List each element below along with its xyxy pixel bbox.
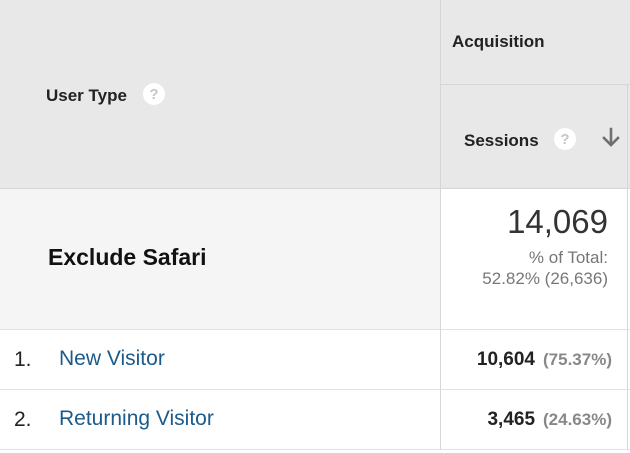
table-row-value: 3,465 (24.63%) [441,390,630,450]
row-sessions: 10,604 (75.37%) [477,349,612,371]
dimension-header-label: User Type [46,86,127,105]
arrow-down-icon[interactable] [601,127,621,149]
percent-of-total-label: % of Total: [528,248,608,267]
segment-summary-value-cell: 14,069 % of Total: 52.82% (26,636) [441,189,630,330]
help-icon[interactable]: ? [554,128,576,150]
segment-name: Exclude Safari [48,244,207,270]
row-sessions-value: 3,465 [487,409,536,430]
table-row-value: 10,604 (75.37%) [441,330,630,390]
acquisition-header-label: Acquisition [452,32,545,51]
column-divider [627,330,628,390]
table-row: 1. New Visitor [0,330,441,390]
sessions-header-label: Sessions [464,131,539,150]
row-sessions-percent: (24.63%) [543,410,612,429]
row-link-new-visitor[interactable]: New Visitor [59,347,165,370]
row-index: 1. [14,348,32,371]
percent-of-total-detail: 52.82% (26,636) [482,269,608,288]
row-sessions-percent: (75.37%) [543,350,612,369]
total-sessions-value: 14,069 [507,203,608,240]
row-index: 2. [14,408,32,431]
row-sessions-value: 10,604 [476,349,536,370]
column-divider [627,189,628,330]
segment-summary-cell: Exclude Safari [0,189,441,330]
dimension-header[interactable]: User Type ? [0,0,441,189]
sessions-column-header[interactable]: Sessions ? [441,85,630,189]
acquisition-group-header: Acquisition [441,0,630,85]
table-row: 2. Returning Visitor [0,390,441,450]
percent-of-total: % of Total: 52.82% (26,636) [482,247,608,289]
row-link-returning-visitor[interactable]: Returning Visitor [59,407,214,430]
column-divider [627,390,628,450]
row-sessions: 3,465 (24.63%) [487,409,612,431]
help-icon[interactable]: ? [143,83,165,105]
column-divider [627,85,628,189]
